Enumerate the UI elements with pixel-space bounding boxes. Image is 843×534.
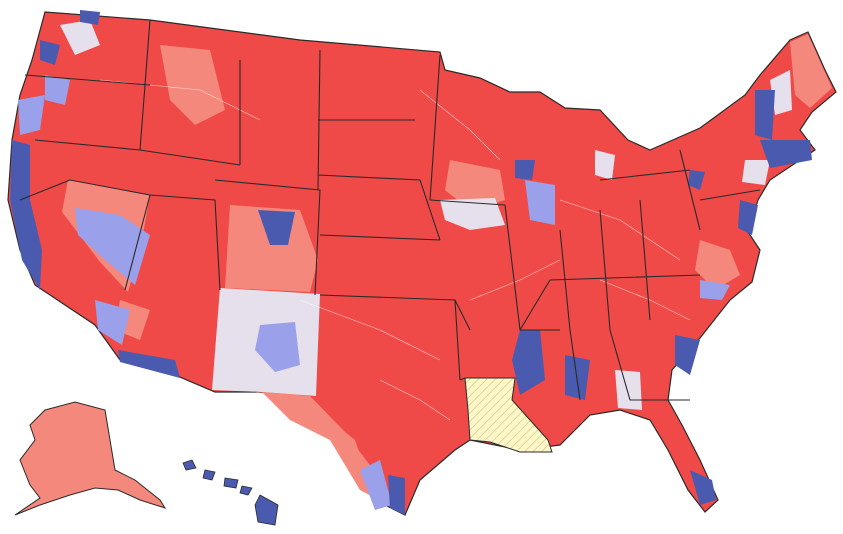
region [700,280,730,300]
region [525,180,555,225]
state-border [19,19,761,401]
region [60,20,100,55]
region [760,140,812,168]
region [615,370,642,410]
region [695,240,740,290]
region [360,460,392,510]
island [254,494,279,526]
region [258,210,295,245]
region [118,350,180,378]
region [742,160,770,185]
region [262,392,388,505]
region [690,470,716,505]
state-borders [19,19,761,401]
region [675,335,700,375]
region [512,330,545,395]
hatched-state [464,377,553,453]
island [202,469,216,481]
region [770,70,792,115]
region [225,205,318,292]
region [565,355,590,400]
blue-regions [10,10,812,515]
region [515,160,535,180]
region [80,10,100,25]
region [755,90,775,140]
region [388,475,405,515]
island [239,485,253,496]
district-lines [99,79,691,421]
region [595,150,615,180]
region [255,322,300,372]
region [10,140,42,290]
region [18,95,45,135]
island [223,477,239,489]
region [688,170,705,190]
district-line [99,79,691,421]
island [182,459,197,471]
region [738,200,758,235]
region [445,160,505,210]
region [160,45,225,125]
region [95,300,130,345]
region [440,198,505,230]
hawaii [182,459,279,526]
region [45,75,70,105]
region [40,40,60,65]
region [790,34,832,108]
alaska [14,401,167,516]
